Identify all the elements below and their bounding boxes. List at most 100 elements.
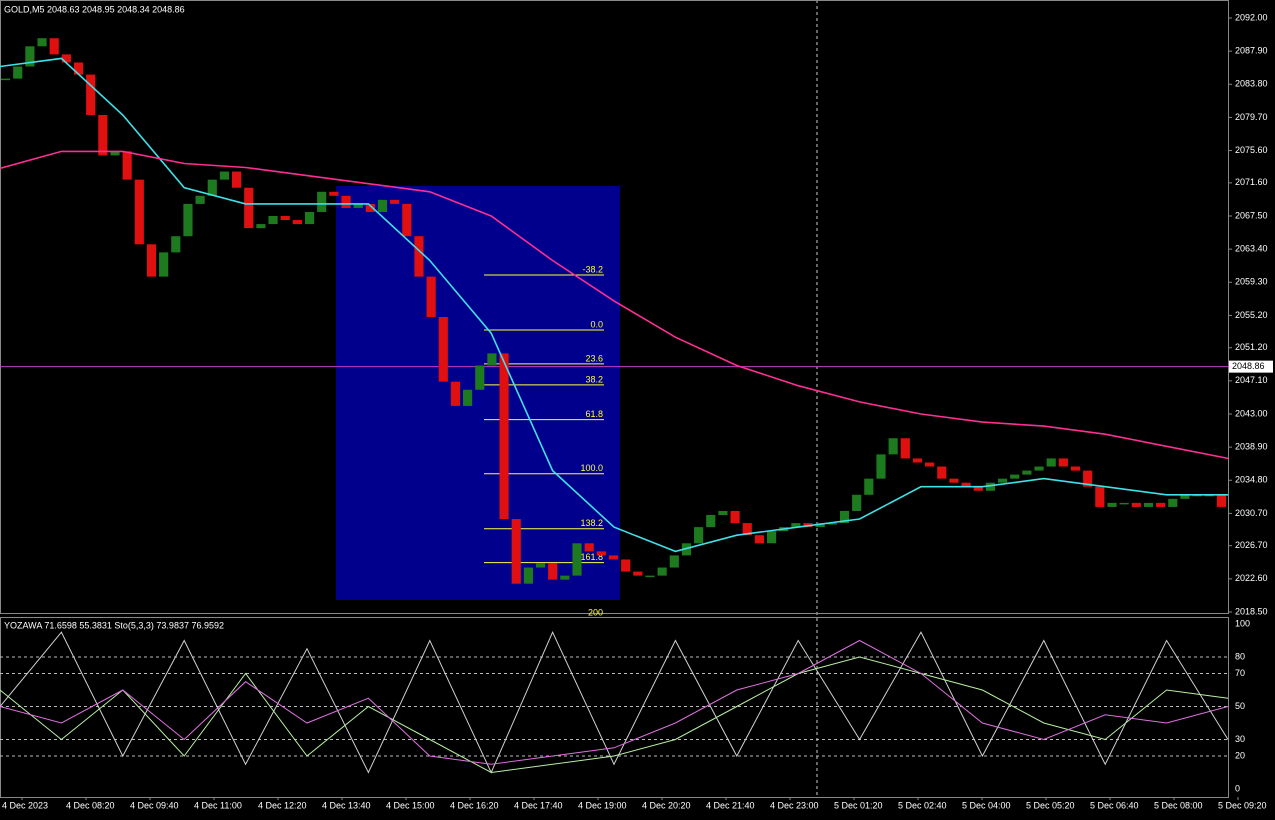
price-bar bbox=[353, 203, 363, 208]
y-tick-label: 2075.60 bbox=[1235, 145, 1268, 155]
price-tag: 2048.86 bbox=[1232, 361, 1265, 371]
price-bar bbox=[280, 216, 290, 221]
fib-label: -38.2 bbox=[582, 264, 603, 274]
y-tick-label: 2063.40 bbox=[1235, 244, 1268, 254]
price-bar bbox=[232, 171, 242, 188]
price-bar bbox=[730, 510, 740, 524]
price-bar bbox=[122, 151, 132, 180]
y-tick-label: 50 bbox=[1235, 701, 1245, 711]
price-bar bbox=[1022, 470, 1032, 475]
price-bar bbox=[791, 523, 801, 528]
x-tick-label: 4 Dec 13:40 bbox=[322, 800, 371, 810]
fib-label: 200 bbox=[588, 607, 603, 617]
price-bar bbox=[1143, 502, 1154, 507]
indicator-line bbox=[0, 150, 1229, 460]
indicator-line bbox=[0, 630, 1229, 774]
price-bar bbox=[608, 555, 619, 560]
x-tick-label: 4 Dec 08:20 bbox=[66, 800, 115, 810]
indicator-line bbox=[0, 656, 1229, 774]
price-bar bbox=[657, 567, 667, 576]
price-bar bbox=[997, 478, 1008, 483]
price-bar bbox=[317, 191, 327, 212]
indicator-line bbox=[0, 639, 1229, 765]
price-bar bbox=[1, 78, 11, 81]
price-bar bbox=[110, 151, 120, 156]
price-bar bbox=[694, 527, 704, 544]
price-bar bbox=[1058, 458, 1068, 467]
x-tick-label: 4 Dec 16:20 bbox=[450, 800, 499, 810]
price-bar bbox=[13, 66, 23, 79]
y-tick-label: 2071.60 bbox=[1235, 177, 1268, 187]
price-bar bbox=[827, 523, 837, 525]
x-tick-label: 5 Dec 09:20 bbox=[1218, 800, 1267, 810]
y-tick-label: 70 bbox=[1235, 668, 1245, 678]
price-bar bbox=[681, 543, 692, 556]
price-header: GOLD,M5 2048.63 2048.95 2048.34 2048.86 bbox=[4, 4, 185, 14]
y-tick-label: 2026.70 bbox=[1235, 540, 1268, 550]
price-bar bbox=[98, 114, 108, 156]
x-tick-label: 5 Dec 01:20 bbox=[834, 800, 883, 810]
price-bar bbox=[669, 555, 679, 568]
price-bar bbox=[1070, 466, 1081, 471]
fib-label: 138.2 bbox=[580, 518, 603, 528]
price-bar bbox=[1010, 474, 1020, 479]
price-bar bbox=[134, 179, 144, 245]
price-bar bbox=[146, 244, 157, 277]
price-bar bbox=[706, 515, 716, 528]
x-tick-label: 4 Dec 19:00 bbox=[578, 800, 627, 810]
y-tick-label: 2087.90 bbox=[1235, 46, 1268, 56]
price-bar bbox=[499, 353, 509, 520]
price-bar bbox=[244, 187, 254, 229]
price-bar bbox=[621, 559, 631, 572]
price-bar bbox=[961, 482, 971, 487]
price-bar bbox=[73, 62, 84, 75]
price-bar bbox=[718, 510, 728, 516]
y-tick-label: 2018.50 bbox=[1235, 606, 1268, 616]
price-bar bbox=[1083, 470, 1093, 487]
price-bar bbox=[329, 191, 339, 196]
price-bar bbox=[973, 486, 983, 491]
price-bar bbox=[61, 54, 71, 63]
x-tick-label: 5 Dec 08:00 bbox=[1154, 800, 1203, 810]
y-tick-label: 2047.10 bbox=[1235, 375, 1268, 385]
fib-zone bbox=[336, 186, 620, 600]
fib-label: 38.2 bbox=[585, 374, 603, 384]
price-bar bbox=[900, 438, 910, 459]
price-tag-box bbox=[1229, 360, 1273, 373]
price-bar bbox=[584, 543, 594, 552]
price-bar bbox=[511, 519, 521, 584]
price-bar bbox=[268, 216, 278, 225]
price-bar bbox=[766, 531, 777, 544]
fib-label: 100.0 bbox=[580, 463, 603, 473]
price-bar bbox=[207, 179, 217, 196]
price-bar bbox=[256, 224, 266, 229]
price-bar bbox=[219, 171, 230, 180]
price-bar bbox=[925, 462, 935, 467]
y-tick-label: 100 bbox=[1235, 618, 1250, 628]
price-bar bbox=[1216, 494, 1226, 507]
y-tick-label: 2092.00 bbox=[1235, 12, 1268, 22]
price-bar bbox=[815, 523, 825, 528]
price-bar bbox=[937, 466, 947, 479]
price-bar bbox=[839, 510, 850, 524]
indicator-line bbox=[0, 57, 1228, 553]
price-bar bbox=[548, 563, 558, 580]
price-bar bbox=[742, 523, 752, 536]
x-tick-label: 4 Dec 23:00 bbox=[770, 800, 819, 810]
price-bar bbox=[377, 199, 388, 212]
price-bar bbox=[304, 211, 315, 225]
fib-label: 23.6 bbox=[585, 353, 603, 363]
price-bar bbox=[1046, 458, 1056, 467]
x-tick-label: 4 Dec 17:40 bbox=[514, 800, 563, 810]
price-bar bbox=[596, 551, 606, 556]
y-tick-label: 2038.90 bbox=[1235, 442, 1268, 452]
price-bar bbox=[560, 575, 570, 580]
y-tick-label: 2059.30 bbox=[1235, 277, 1268, 287]
price-bar bbox=[1107, 502, 1117, 507]
x-tick-label: 4 Dec 09:40 bbox=[130, 800, 179, 810]
y-tick-label: 2022.60 bbox=[1235, 573, 1268, 583]
price-bar bbox=[949, 478, 959, 483]
price-bar bbox=[1119, 502, 1129, 505]
